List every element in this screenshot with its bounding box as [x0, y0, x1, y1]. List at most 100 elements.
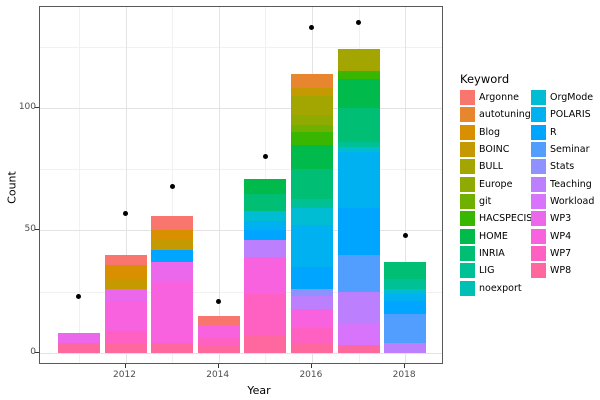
bar-segment-2017-HOME	[337, 78, 380, 108]
legend-swatch-Stats	[531, 159, 546, 175]
bar-segment-2011-WP3	[57, 333, 100, 343]
bar-segment-2017-HACSPECIS	[337, 71, 380, 79]
gridline-major-y-100	[40, 108, 442, 109]
bar-segment-2016-WP8	[290, 342, 333, 353]
y-tick-label-0: 0	[30, 346, 36, 357]
bar-segment-2013-WP8	[151, 342, 194, 353]
bar-segment-2016-OrgMode	[290, 208, 333, 226]
legend-title: Keyword	[460, 72, 510, 86]
bar-segment-2018-Seminar	[384, 313, 427, 343]
legend-swatch-noexport	[460, 280, 475, 296]
data-point-2017	[356, 19, 361, 25]
bar-segment-2012-WP8	[104, 342, 147, 353]
legend-label-R: R	[550, 126, 557, 138]
gridline-major-x-2018	[405, 7, 407, 363]
legend-swatch-BULL	[460, 159, 475, 175]
legend-label-WP4: WP4	[550, 230, 572, 242]
bar-segment-2018-POLARIS	[384, 293, 427, 302]
bar-segment-2015-WP8	[244, 335, 287, 353]
x-tick-label-2012: 2012	[113, 370, 136, 380]
bar-segment-2016-WP7	[290, 328, 333, 343]
legend-label-LIG: LIG	[479, 265, 495, 277]
legend-label-noexport: noexport	[479, 282, 522, 294]
bar-segment-2017-WP8	[337, 345, 380, 353]
legend-swatch-WP7	[531, 245, 546, 261]
bar-segment-2015-INRIA	[244, 193, 287, 211]
bar-segment-2016-git	[290, 125, 333, 133]
gridline-major-y-50	[40, 230, 442, 232]
y-tick-mark-100	[35, 107, 39, 108]
data-point-2011	[76, 293, 82, 299]
x-tick-mark-2016	[310, 364, 312, 368]
plot-panel-inner	[40, 7, 442, 363]
legend-swatch-WP3	[531, 211, 546, 227]
legend-swatch-R	[531, 124, 546, 140]
legend-swatch-git	[460, 193, 475, 209]
legend-label-Europe: Europe	[479, 178, 513, 190]
legend-label-Workload: Workload	[550, 195, 595, 207]
legend-swatch-WP8	[531, 263, 546, 279]
bar-segment-2017-LIG	[337, 142, 380, 148]
legend-swatch-Europe	[460, 176, 475, 192]
data-point-2015	[262, 154, 268, 160]
bar-segment-2016-POLARIS	[290, 225, 333, 268]
x-tick-mark-2012	[124, 364, 126, 368]
bar-segment-2016-R	[290, 267, 333, 290]
bar-segment-2014-WP7	[197, 338, 240, 346]
legend-label-autotuning: autotuning	[479, 109, 531, 121]
bar-segment-2016-LIG	[290, 198, 333, 209]
y-axis-title: Count	[5, 171, 19, 204]
legend-swatch-HACSPECIS	[460, 211, 475, 227]
bar-segment-2014-WP8	[197, 345, 240, 353]
legend-swatch-WP4	[531, 228, 546, 244]
bar-segment-2015-POLARIS	[244, 220, 287, 231]
legend-swatch-Workload	[531, 193, 546, 209]
legend-label-WP3: WP3	[550, 213, 572, 225]
legend-label-Blog: Blog	[479, 126, 500, 138]
bar-segment-2017-Teaching	[337, 291, 380, 324]
legend-swatch-autotuning	[460, 107, 475, 123]
y-tick-mark-50	[35, 229, 39, 231]
x-tick-mark-2014	[217, 364, 219, 368]
legend-swatch-Argonne	[460, 90, 475, 105]
legend-swatch-Teaching	[531, 176, 546, 192]
legend-label-WP7: WP7	[550, 247, 572, 259]
bar-segment-2013-R	[151, 249, 194, 263]
legend-swatch-OrgMode	[531, 90, 546, 105]
bar-segment-2016-WP4	[290, 308, 333, 329]
legend-label-WP8: WP8	[550, 265, 572, 277]
bar-segment-2012-BOINC	[104, 279, 147, 290]
data-point-2016	[309, 24, 315, 30]
bar-segment-2013-WP4	[151, 281, 194, 343]
legend-label-Stats: Stats	[550, 161, 575, 173]
y-tick-label-100: 100	[18, 102, 36, 112]
gridline-minor-y-125	[40, 46, 442, 48]
bar-segment-2015-WP4	[244, 257, 287, 294]
gridline-major-x-2014	[218, 7, 220, 363]
legend-swatch-POLARIS	[531, 107, 546, 123]
bar-segment-2017-Seminar	[337, 254, 380, 292]
bar-segment-2016-autotuning	[290, 73, 333, 89]
x-tick-label-2016: 2016	[299, 370, 323, 380]
bar-segment-2012-WP7	[104, 330, 147, 343]
bar-segment-2018-R	[384, 301, 427, 314]
bar-segment-2015-R	[244, 230, 287, 241]
bar-segment-2018-OrgMode	[384, 289, 427, 294]
legend-swatch-Blog	[460, 124, 475, 140]
bar-segment-2013-BOINC	[151, 240, 194, 250]
bar-segment-2017-INRIA	[337, 108, 380, 143]
legend-label-Argonne: Argonne	[479, 92, 519, 103]
bar-segment-2013-Argonne	[151, 215, 194, 231]
bar-segment-2014-Argonne	[197, 315, 240, 326]
gridline-major-x-2012	[125, 7, 127, 363]
data-point-2018	[402, 232, 408, 238]
data-point-2012	[123, 210, 128, 216]
bar-segment-2013-Blog	[151, 230, 194, 241]
bar-segment-2016-Teaching	[290, 296, 333, 309]
bar-segment-2016-INRIA	[290, 169, 333, 199]
bar-segment-2011-WP8	[57, 342, 100, 353]
legend-swatch-Seminar	[531, 141, 546, 157]
x-axis-title: Year	[247, 384, 271, 397]
legend-label-BULL: BULL	[479, 161, 504, 173]
